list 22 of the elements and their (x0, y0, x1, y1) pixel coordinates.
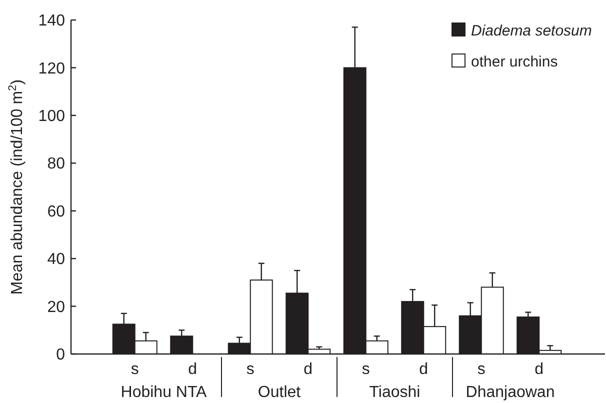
y-tick-label: 60 (47, 203, 66, 220)
y-tick-label: 120 (38, 60, 66, 78)
x-tick-label: s (246, 361, 254, 378)
x-tick-label: d (188, 361, 198, 378)
y-tick-label: 40 (47, 251, 66, 268)
text: Hobihu NTA (120, 384, 208, 401)
legend-label: other urchins (471, 53, 558, 70)
text: Tiaoshi (369, 384, 420, 401)
y-tick-label: 20 (47, 298, 66, 316)
x-tick-label: d (304, 361, 313, 378)
x-tick-label: s (477, 361, 486, 378)
text: Dhanjaowan (466, 384, 555, 401)
y-tick-label: 140 (38, 12, 66, 30)
y-tick-label: 80 (47, 156, 66, 173)
x-tick-label: d (534, 361, 544, 378)
legend-label: Diadema setosum (471, 22, 592, 40)
x-tick-label: s (362, 361, 370, 378)
x-tick-label: d (419, 361, 428, 378)
y-tick-label: 0 (56, 346, 66, 364)
text: Outlet (258, 384, 302, 401)
x-tick-label: s (130, 361, 139, 378)
y-tick-label: 100 (38, 108, 66, 126)
